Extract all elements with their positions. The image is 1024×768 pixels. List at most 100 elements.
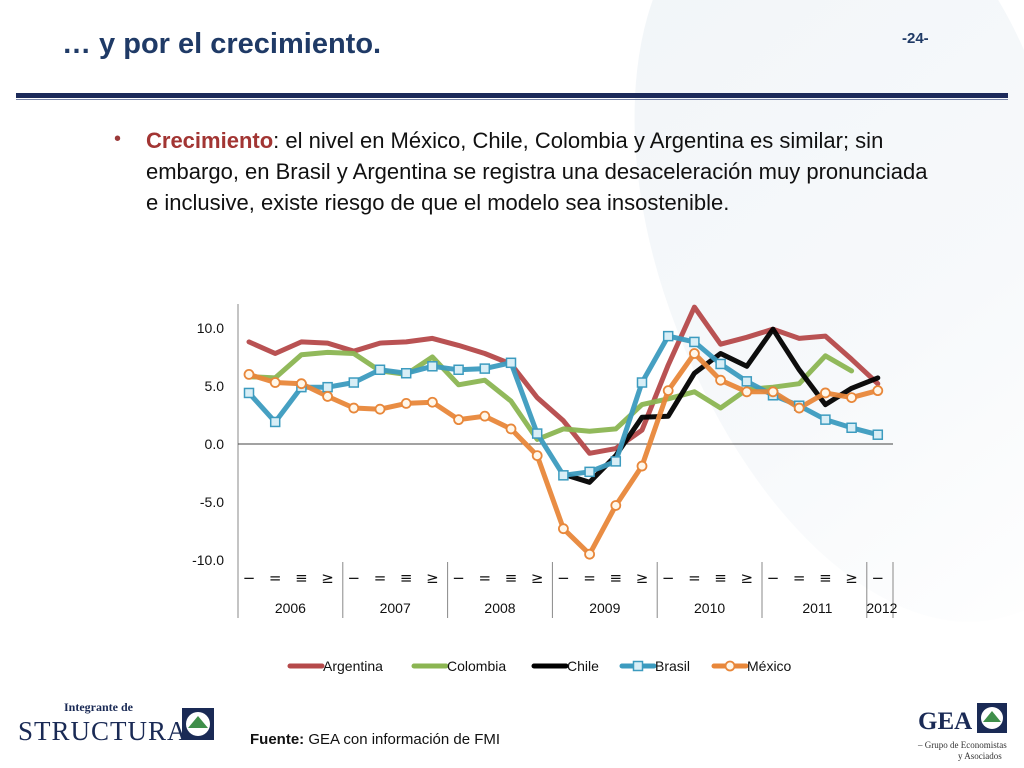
data-point-brasil bbox=[243, 387, 255, 399]
data-point-brasil bbox=[374, 364, 386, 376]
data-point-brasil bbox=[348, 377, 360, 388]
legend-marker bbox=[724, 660, 736, 672]
legend-label: Brasil bbox=[655, 658, 690, 674]
x-quarter-label: ≡ bbox=[295, 569, 308, 587]
x-quarter-label: = bbox=[793, 569, 806, 587]
data-point-mexico bbox=[636, 460, 648, 472]
slide-title: … y por el crecimiento. bbox=[62, 28, 382, 60]
x-quarter-label: − bbox=[452, 569, 465, 587]
year-label: 2006 bbox=[275, 600, 306, 616]
data-point-brasil bbox=[453, 364, 464, 376]
structura-small-text: Integrante de bbox=[64, 700, 133, 714]
data-point-brasil bbox=[662, 330, 674, 342]
x-quarter-label: ≥ bbox=[636, 569, 649, 587]
data-point-mexico bbox=[295, 378, 307, 390]
data-point-brasil bbox=[531, 428, 543, 439]
data-point-mexico bbox=[531, 450, 543, 462]
data-point-brasil bbox=[322, 381, 333, 393]
data-point-brasil bbox=[400, 367, 412, 379]
legend-label: Colombia bbox=[447, 658, 506, 674]
data-point-mexico bbox=[453, 414, 465, 426]
data-point-mexico bbox=[243, 368, 255, 380]
source-text: GEA con información de FMI bbox=[304, 731, 501, 748]
y-tick-label: 10.0 bbox=[197, 320, 224, 336]
y-tick-label: 5.0 bbox=[205, 378, 225, 394]
year-label: 2011 bbox=[802, 600, 832, 616]
series-line-colombia bbox=[246, 349, 855, 442]
source-note: Fuente: GEA con información de FMI bbox=[250, 731, 500, 748]
gea-emblem-icon bbox=[977, 703, 1007, 733]
data-point-brasil bbox=[741, 376, 753, 387]
legend-label: Argentina bbox=[323, 658, 383, 674]
data-point-mexico bbox=[872, 385, 884, 397]
x-quarter-label: = bbox=[688, 569, 701, 587]
gea-logo: GEA – Grupo de Economistas y Asociados bbox=[910, 700, 1020, 764]
source-label: Fuente: bbox=[250, 731, 305, 748]
data-point-brasil bbox=[689, 336, 700, 348]
data-point-mexico bbox=[689, 348, 700, 359]
bullet-text: Crecimiento: el nivel en México, Chile, … bbox=[146, 125, 936, 218]
data-point-mexico bbox=[426, 396, 438, 408]
year-label: 2010 bbox=[694, 600, 725, 616]
bullet-body: : el nivel en México, Chile, Colombia y … bbox=[146, 128, 928, 215]
data-point-mexico bbox=[348, 402, 360, 414]
data-point-mexico bbox=[610, 500, 622, 511]
x-quarter-label: ≥ bbox=[321, 569, 334, 587]
data-point-brasil bbox=[558, 470, 569, 481]
x-quarter-label: ≡ bbox=[610, 569, 623, 587]
x-quarter-label: ≡ bbox=[400, 569, 413, 587]
year-label: 2008 bbox=[484, 600, 515, 616]
gea-subtitle-1: – Grupo de Economistas bbox=[918, 740, 1007, 750]
data-point-mexico bbox=[793, 402, 805, 414]
data-point-brasil bbox=[820, 414, 831, 425]
x-quarter-label: ≡ bbox=[819, 569, 832, 587]
x-quarter-label: − bbox=[662, 569, 675, 587]
x-quarter-label: ≡ bbox=[714, 569, 727, 587]
year-label: 2007 bbox=[380, 600, 411, 616]
data-point-mexico bbox=[479, 410, 491, 422]
data-point-mexico bbox=[846, 392, 857, 404]
data-point-mexico bbox=[374, 403, 386, 415]
data-point-brasil bbox=[846, 422, 857, 434]
page-number: -24- bbox=[902, 30, 929, 47]
structura-wordmark: STRUCTURA bbox=[18, 716, 188, 746]
x-quarter-label: ≥ bbox=[741, 569, 754, 587]
gea-wordmark: GEA bbox=[918, 708, 973, 735]
x-quarter-label: − bbox=[872, 569, 885, 587]
legend-label: Chile bbox=[567, 658, 599, 674]
data-point-brasil bbox=[636, 377, 648, 388]
year-label: 2012 bbox=[866, 600, 897, 616]
data-point-brasil bbox=[872, 429, 884, 440]
data-point-brasil bbox=[479, 363, 491, 374]
data-point-brasil bbox=[584, 466, 595, 478]
data-point-brasil bbox=[610, 456, 622, 467]
bullet-term: Crecimiento bbox=[146, 128, 274, 153]
x-quarter-label: = bbox=[479, 569, 492, 587]
x-quarter-label: ≥ bbox=[426, 569, 439, 587]
x-quarter-label: = bbox=[583, 569, 596, 587]
x-quarter-label: − bbox=[348, 569, 361, 587]
x-quarter-label: − bbox=[557, 569, 570, 587]
x-quarter-label: = bbox=[269, 569, 282, 587]
data-point-mexico bbox=[400, 397, 412, 409]
x-quarter-label: ≥ bbox=[531, 569, 544, 587]
header-rule bbox=[16, 93, 1008, 98]
x-quarter-label: ≥ bbox=[845, 569, 858, 587]
y-tick-label: -10.0 bbox=[192, 552, 224, 568]
data-point-brasil bbox=[505, 357, 517, 369]
data-point-brasil bbox=[269, 416, 281, 428]
legend-label: México bbox=[747, 658, 792, 674]
header-rule-thin bbox=[16, 99, 1008, 100]
data-point-mexico bbox=[584, 548, 595, 560]
data-point-mexico bbox=[269, 377, 281, 388]
x-quarter-label: − bbox=[767, 569, 780, 587]
x-quarter-label: − bbox=[243, 569, 256, 587]
data-point-mexico bbox=[322, 391, 334, 402]
data-point-brasil bbox=[427, 361, 438, 372]
year-label: 2009 bbox=[589, 600, 620, 616]
gea-subtitle-2: y Asociados bbox=[958, 751, 1002, 761]
x-quarter-label: = bbox=[374, 569, 387, 587]
data-point-mexico bbox=[715, 374, 726, 386]
data-point-brasil bbox=[715, 358, 726, 370]
